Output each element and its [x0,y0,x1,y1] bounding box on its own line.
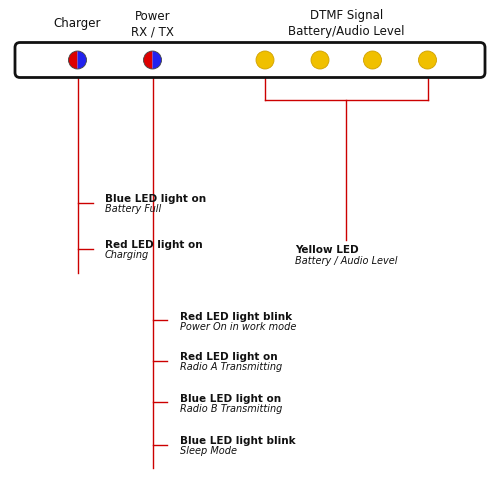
Wedge shape [78,51,86,69]
FancyBboxPatch shape [15,42,485,78]
Text: Power On in work mode: Power On in work mode [180,322,296,332]
Text: Radio A Transmitting: Radio A Transmitting [180,362,282,372]
Text: Sleep Mode: Sleep Mode [180,446,237,456]
Wedge shape [68,51,78,69]
Text: Radio B Transmitting: Radio B Transmitting [180,404,282,413]
Text: Blue LED light blink: Blue LED light blink [180,436,296,446]
Text: Red LED light blink: Red LED light blink [180,312,292,322]
Wedge shape [152,51,162,69]
Circle shape [256,51,274,69]
Text: Red LED light on: Red LED light on [180,352,278,362]
Text: Blue LED light on: Blue LED light on [180,394,281,404]
Text: DTMF Signal
Battery/Audio Level: DTMF Signal Battery/Audio Level [288,10,405,38]
Text: Charging: Charging [105,250,149,260]
Text: Red LED light on: Red LED light on [105,240,202,250]
Text: Blue LED light on: Blue LED light on [105,194,206,204]
Circle shape [364,51,382,69]
Circle shape [418,51,436,69]
Text: Battery / Audio Level: Battery / Audio Level [295,256,398,266]
Text: Charger: Charger [54,18,101,30]
Wedge shape [144,51,152,69]
Circle shape [311,51,329,69]
Text: Power
RX / TX: Power RX / TX [131,10,174,38]
Text: Yellow LED: Yellow LED [295,245,358,255]
Text: Battery Full: Battery Full [105,204,161,214]
